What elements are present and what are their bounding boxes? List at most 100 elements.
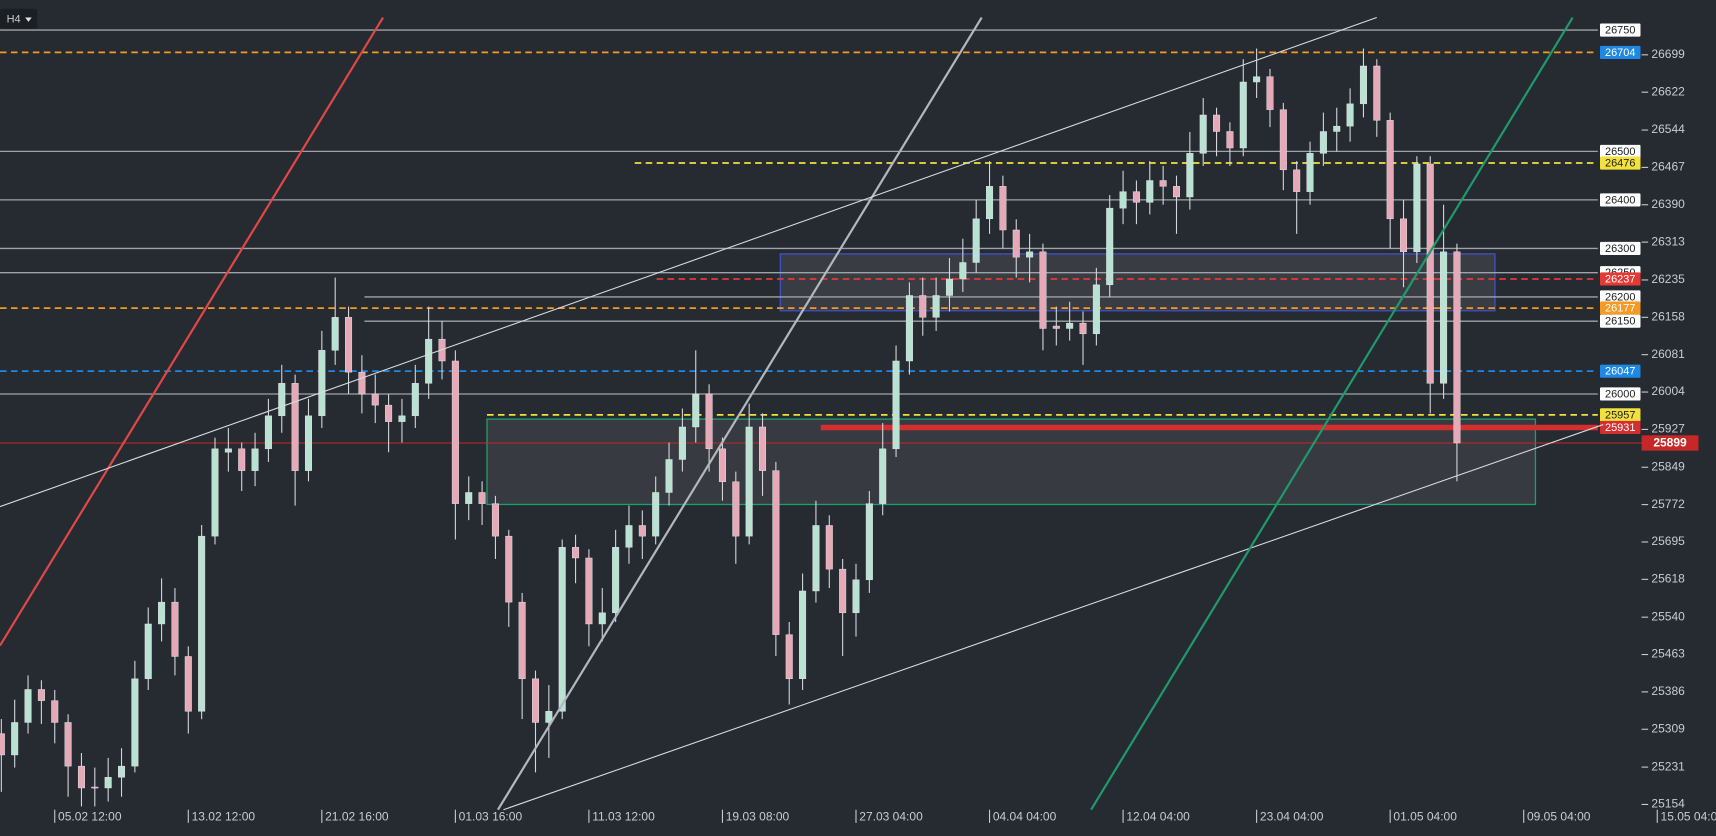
candle-body	[385, 404, 393, 422]
timeframe-box[interactable]	[0, 8, 38, 29]
candle-body	[612, 547, 620, 614]
candle-body	[1146, 180, 1154, 203]
y-tick-label: 25231	[1651, 759, 1685, 773]
candle-body	[518, 601, 526, 680]
candle-body	[198, 535, 206, 712]
x-tick-label: 09.05 04:00	[1527, 810, 1591, 824]
candle-body	[865, 503, 873, 581]
y-tick-label: 25772	[1651, 497, 1685, 511]
candle-body	[411, 383, 419, 417]
candle-body	[1239, 81, 1247, 149]
candle-body	[278, 383, 286, 417]
candle-body	[1413, 163, 1421, 253]
level-label: 26704	[1605, 47, 1635, 59]
candle-body	[705, 393, 713, 450]
candle-body	[932, 295, 940, 318]
candle-body	[1132, 191, 1140, 203]
timeframe-label[interactable]: H4	[7, 14, 21, 26]
candle-body	[652, 492, 660, 537]
candle-body	[852, 579, 860, 614]
axes: 26699 26622 26544 26467 26390 26313 26235 26158…	[54, 47, 1716, 824]
level-label-box	[1599, 193, 1641, 207]
candle-body	[1226, 131, 1234, 149]
candle-body	[1306, 153, 1314, 192]
candle-body	[999, 186, 1007, 231]
y-tick-label: 26158	[1651, 309, 1685, 323]
candle-body	[1092, 284, 1100, 335]
levels: 2675026704265002647626400263002625026237…	[0, 23, 1642, 444]
x-tick-label: 05.02 12:00	[58, 810, 122, 824]
candle-body	[251, 448, 259, 471]
candle-body	[1052, 325, 1060, 329]
level-label: 26500	[1605, 146, 1635, 158]
candle-body	[1079, 322, 1087, 335]
candle-body	[759, 426, 767, 471]
dropdown-arrow[interactable]	[25, 17, 32, 22]
timeframe-button[interactable]: H4	[0, 8, 38, 29]
x-tick-label: 11.03 12:00	[592, 810, 655, 824]
level-label: 26750	[1605, 25, 1635, 37]
candle-body	[839, 568, 847, 614]
candle-body	[1346, 103, 1354, 127]
candle-body	[1279, 109, 1287, 171]
candle-body	[1266, 76, 1274, 110]
channel-top	[0, 16, 1377, 508]
green-trendline	[1090, 16, 1574, 811]
candle-body	[1453, 251, 1461, 444]
candle-body	[425, 338, 433, 384]
candle-body	[1186, 153, 1194, 198]
candle-body	[91, 786, 99, 789]
candle-body	[491, 503, 499, 537]
candle-body	[678, 426, 686, 460]
drawings	[486, 253, 1537, 506]
y-tick-label: 25849	[1651, 459, 1685, 473]
level-label: 25957	[1605, 409, 1635, 421]
candle-body	[1319, 131, 1327, 154]
y-tick-label: 26004	[1651, 384, 1685, 398]
blue-zone	[779, 253, 1496, 312]
candle-body	[905, 295, 913, 362]
candle-body	[0, 733, 5, 756]
level-label-box	[1599, 301, 1641, 315]
candle-body	[358, 371, 366, 395]
candle-body	[1039, 251, 1047, 329]
candle-body	[238, 448, 246, 471]
candle-body	[465, 492, 473, 504]
y-tick-label: 26390	[1651, 197, 1685, 211]
level-label-box	[1599, 420, 1641, 435]
level-label: 25931	[1605, 422, 1635, 434]
x-tick-label: 19.03 08:00	[726, 810, 790, 824]
y-tick-label: 26313	[1651, 234, 1685, 248]
y-tick-label: 25927	[1651, 422, 1685, 436]
candle-body	[318, 350, 326, 417]
candle-body	[1159, 180, 1167, 187]
candles	[0, 48, 1461, 807]
candle-body	[291, 383, 299, 471]
candle-body	[224, 448, 232, 453]
candle-body	[24, 689, 32, 723]
candle-body	[572, 547, 580, 559]
candle-body	[959, 262, 967, 280]
y-tick-label: 25309	[1651, 721, 1685, 735]
level-label-box	[1599, 156, 1641, 170]
level-label-box	[1599, 45, 1641, 59]
candle-body	[158, 601, 166, 625]
level-label-box	[1599, 314, 1641, 328]
last-price-box	[1641, 435, 1699, 451]
candle-body	[732, 481, 740, 537]
candle-body	[1400, 218, 1408, 253]
candle-body	[585, 557, 593, 625]
candle-body	[799, 590, 807, 680]
last-price-label: 25899	[1653, 436, 1687, 450]
level-label-box	[1599, 364, 1641, 378]
candle-body	[1359, 65, 1367, 105]
candle-body	[1253, 76, 1261, 83]
candle-body	[171, 601, 179, 657]
y-tick-label: 26235	[1651, 272, 1685, 286]
candle-body	[1199, 114, 1207, 154]
candle-body	[1426, 163, 1434, 384]
candle-body	[1066, 322, 1074, 329]
